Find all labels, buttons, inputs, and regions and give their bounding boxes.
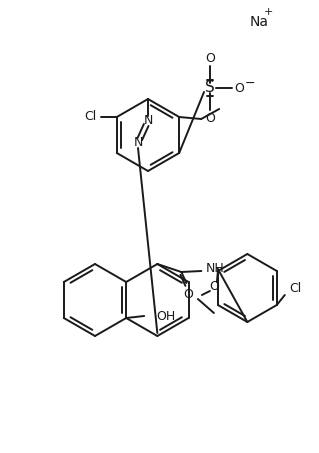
Text: +: + <box>264 7 273 17</box>
Text: O: O <box>234 82 244 95</box>
Text: O: O <box>205 52 215 64</box>
Text: O: O <box>209 280 219 294</box>
Text: −: − <box>245 77 256 90</box>
Text: O: O <box>205 111 215 125</box>
Text: O: O <box>183 288 193 300</box>
Text: S: S <box>205 81 215 96</box>
Text: N: N <box>133 136 143 149</box>
Text: Cl: Cl <box>85 111 97 124</box>
Text: Cl: Cl <box>289 283 301 295</box>
Text: Na: Na <box>250 15 269 29</box>
Text: OH: OH <box>156 309 175 323</box>
Text: NH: NH <box>205 261 224 275</box>
Text: N: N <box>143 115 153 127</box>
